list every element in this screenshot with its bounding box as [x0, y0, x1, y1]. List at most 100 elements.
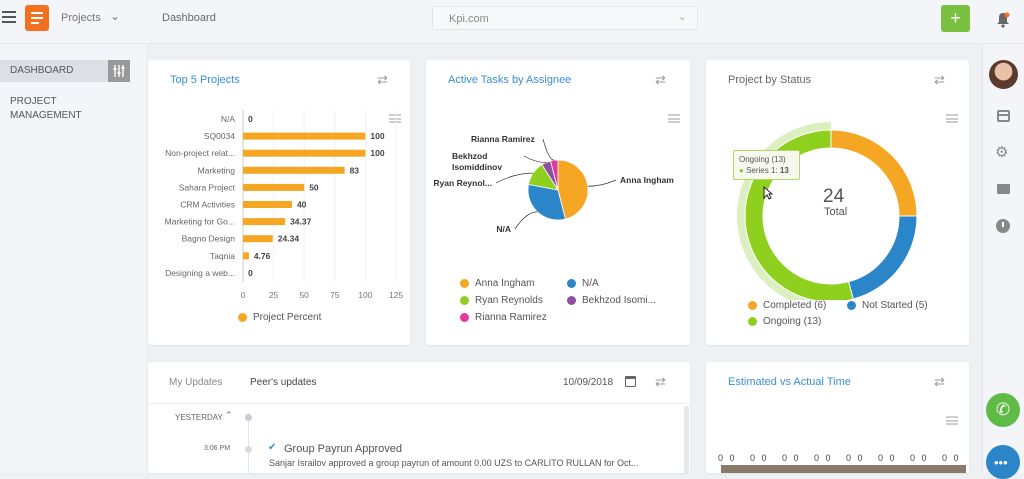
refresh-icon[interactable]: ⇄	[934, 72, 945, 87]
right-toolbar: ⚙ ✆ •••	[982, 44, 1024, 479]
avatar[interactable]	[989, 60, 1018, 89]
legend-label: Bekhzod Isomi...	[582, 295, 656, 306]
refresh-icon[interactable]: ⇄	[377, 72, 388, 87]
bar-value-label: 34.37	[290, 217, 312, 227]
bar	[243, 201, 292, 208]
x-tick-label: 50	[299, 290, 309, 300]
mail-icon[interactable]	[997, 184, 1010, 194]
y-tick-label: Marketing	[198, 165, 236, 175]
legend-item[interactable]: Project Percent	[238, 312, 321, 323]
tooltip-title: Ongoing (13)	[739, 155, 786, 164]
chat-icon: •••	[994, 455, 1008, 470]
chevron-down-icon[interactable]: ⌄	[110, 9, 121, 23]
refresh-icon[interactable]: ⇄	[655, 374, 666, 389]
bar-chart: 0 25 50 75 100 125 N/A 0 SQ0034 100 Non-project re…	[165, 110, 403, 300]
clock-icon[interactable]	[996, 219, 1010, 233]
chevron-up-icon[interactable]: ⌃	[225, 410, 233, 420]
legend-label: Not Started (5)	[862, 300, 928, 311]
chart-menu-icon[interactable]	[389, 114, 401, 123]
updates-card: My Updates Peer's updates 10/09/2018 ⇄ Y…	[148, 362, 690, 473]
bar-value-label: 83	[350, 165, 360, 175]
section-label: YESTERDAY	[175, 413, 223, 422]
bar-value-label: 100	[370, 131, 384, 141]
chart-menu-icon[interactable]	[668, 114, 680, 123]
y-tick-label: Taqnia	[210, 251, 235, 261]
legend-swatch	[238, 313, 247, 322]
legend-item[interactable]: Not Started (5)	[847, 300, 928, 311]
legend-item[interactable]: N/A	[567, 278, 599, 289]
mouse-cursor-icon	[763, 186, 773, 200]
chat-button[interactable]: •••	[986, 445, 1020, 479]
x-tick-label: 0	[241, 290, 246, 300]
card-title: Project by Status	[728, 74, 812, 86]
legend-label: Ongoing (13)	[763, 316, 822, 327]
layout-icon[interactable]	[997, 110, 1010, 122]
callout-label: N/A	[496, 224, 511, 234]
callout-line	[523, 155, 547, 163]
page-title: Dashboard	[162, 12, 216, 24]
callout-line	[514, 211, 538, 230]
scrollbar[interactable]	[684, 406, 689, 473]
timeline-line	[248, 412, 249, 473]
phone-icon: ✆	[995, 400, 1011, 419]
update-title[interactable]: Group Payrun Approved	[284, 443, 403, 455]
legend-swatch	[460, 313, 469, 322]
legend-item[interactable]: Rianna Ramirez	[460, 312, 547, 323]
legend-item[interactable]: Completed (6)	[748, 300, 826, 311]
tab-peers-updates[interactable]: Peer's updates	[250, 377, 317, 388]
x-tick-label: 25	[269, 290, 279, 300]
gear-icon[interactable]: ⚙	[995, 144, 1009, 161]
updates-header: My Updates Peer's updates 10/09/2018 ⇄	[148, 362, 690, 404]
x-tick-label: 100	[358, 290, 372, 300]
legend-item[interactable]: Bekhzod Isomi...	[567, 295, 656, 306]
chart-menu-icon[interactable]	[946, 114, 958, 123]
bar	[243, 149, 366, 157]
tab-my-updates[interactable]: My Updates	[169, 377, 223, 388]
bar	[243, 132, 366, 140]
refresh-icon[interactable]: ⇄	[655, 72, 666, 87]
pie-chart: Anna Ingham N/A Ryan Reynol... BekhzodIsomi…	[433, 134, 674, 234]
refresh-icon[interactable]: ⇄	[934, 374, 945, 389]
bar	[243, 252, 249, 260]
call-button[interactable]: ✆	[986, 393, 1020, 427]
project-status-card: Project by Status ⇄ 24 Total Ongoing (13…	[706, 60, 969, 345]
sidebar-item-project-management[interactable]: PROJECT MANAGEMENT	[10, 96, 82, 121]
bar-value-label: 4.76	[254, 251, 271, 261]
project-switcher[interactable]: Projects	[61, 12, 101, 24]
active-tasks-card: Active Tasks by Assignee ⇄ Anna Ingham N/…	[426, 60, 690, 345]
top-bar: Projects ⌄ Dashboard Kpi.com ⌄ +	[0, 0, 1024, 44]
bar	[243, 166, 345, 174]
callout-label: Isomiddinov	[452, 162, 502, 172]
organization-select[interactable]: Kpi.com ⌄	[432, 6, 698, 30]
legend-label: Rianna Ramirez	[475, 312, 547, 323]
update-time: 3:06 PM	[204, 445, 231, 452]
legend-label: Project Percent	[253, 312, 322, 323]
zero-value-label: 0 0	[718, 453, 737, 463]
callout-label: Bekhzod	[452, 151, 487, 161]
zero-value-label: 0 0	[846, 453, 865, 463]
callout-line	[542, 138, 555, 161]
legend-item[interactable]: Ryan Reynolds	[460, 295, 543, 306]
bar-value-label: 50	[309, 182, 319, 192]
legend-item[interactable]: Anna Ingham	[460, 278, 535, 289]
top-projects-card: Top 5 Projects ⇄ 0 25 50 75 100 125 N/A 0 SQ0034…	[148, 60, 410, 345]
callout-line	[495, 172, 534, 184]
chart-menu-icon[interactable]	[946, 416, 958, 425]
add-button[interactable]: +	[941, 5, 970, 32]
hamburger-icon[interactable]	[2, 11, 16, 23]
notification-bell-icon[interactable]	[996, 12, 1010, 33]
zero-value-label: 0 0	[814, 453, 833, 463]
y-tick-label: Bagno Design	[182, 234, 236, 244]
bar-value-label: 100	[370, 148, 384, 158]
y-tick-label: CRM Activities	[180, 200, 235, 210]
chart-axis	[721, 465, 966, 473]
legend-label: Ryan Reynolds	[475, 295, 543, 306]
timeline-dot	[245, 414, 252, 421]
legend-label: Anna Ingham	[475, 278, 535, 289]
calendar-icon[interactable]	[625, 376, 636, 387]
zero-value-label: 0 0	[942, 453, 961, 463]
dashboard-settings-button[interactable]	[108, 60, 130, 82]
legend-item[interactable]: Ongoing (13)	[748, 316, 821, 327]
sidebar-item-dashboard[interactable]: DASHBOARD	[0, 60, 108, 82]
zero-value-label: 0 0	[878, 453, 897, 463]
